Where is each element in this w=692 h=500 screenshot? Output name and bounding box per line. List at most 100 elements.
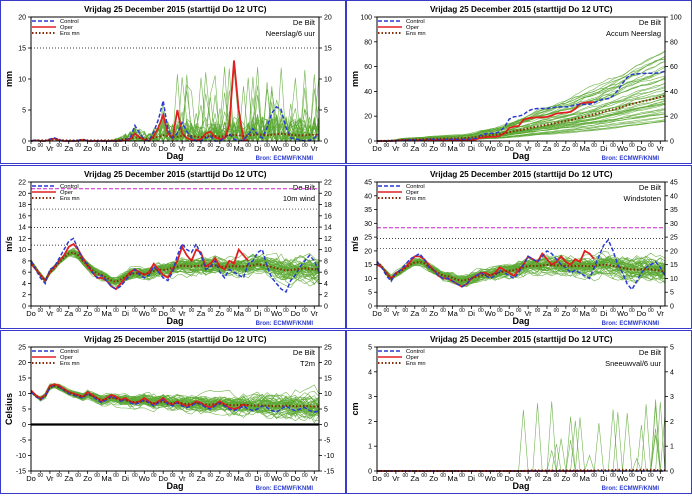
variable-label: Accum Neerslag — [606, 29, 661, 38]
x-day-label: Vr — [392, 309, 400, 318]
y-tick-label: 18 — [324, 202, 332, 209]
legend-label-oper: Oper — [60, 355, 73, 361]
y-tick-label: 40 — [670, 193, 678, 200]
x-axis-label: Dag — [512, 151, 529, 161]
x-hour-label: 00 — [208, 308, 214, 314]
y-tick-label: 5 — [670, 290, 674, 297]
x-hour-label: 00 — [421, 308, 427, 314]
y-tick-label: 0 — [324, 304, 328, 311]
y-axis-label: Celsius — [4, 393, 14, 425]
y-tick-label: 6 — [324, 270, 328, 277]
x-day-label: Do — [637, 474, 647, 483]
y-tick-label: 2 — [22, 292, 26, 299]
x-day-label: Za — [197, 309, 207, 318]
x-day-label: Vr — [311, 144, 319, 153]
x-day-label: Di — [600, 309, 607, 318]
chart-svg: Vrijdag 25 December 2015 (starttijd Do 1… — [350, 335, 674, 492]
y-tick-label: 5 — [324, 407, 328, 414]
y-tick-label: 20 — [324, 360, 332, 367]
x-hour-label: 00 — [283, 473, 289, 479]
x-day-label: Za — [543, 309, 553, 318]
x-day-label: Di — [600, 474, 607, 483]
y-tick-label: 3 — [670, 394, 674, 401]
y-tick-label: 0 — [22, 422, 26, 429]
y-axis-label: mm — [350, 71, 360, 87]
x-day-label: Di — [122, 309, 129, 318]
x-day-label: Ma — [234, 474, 245, 483]
x-day-label: Do — [26, 144, 36, 153]
ensemble-member-line — [376, 50, 666, 142]
y-tick-label: 0 — [368, 304, 372, 311]
y-tick-label: 8 — [324, 258, 328, 265]
x-hour-label: 00 — [535, 143, 541, 149]
x-hour-label: 00 — [610, 143, 616, 149]
y-tick-label: 45 — [364, 180, 372, 187]
x-day-label: Za — [197, 144, 207, 153]
x-day-label: Di — [122, 144, 129, 153]
x-day-label: Zo — [561, 144, 570, 153]
y-tick-label: 8 — [22, 258, 26, 265]
control-line — [30, 385, 320, 413]
y-tick-label: 1 — [368, 444, 372, 451]
x-axis-label: Dag — [512, 316, 529, 326]
y-tick-label: -10 — [16, 453, 26, 460]
ensemble-member-line — [376, 50, 666, 142]
x-hour-label: 00 — [591, 308, 597, 314]
x-hour-label: 00 — [610, 473, 616, 479]
station-label: De Bilt — [293, 183, 316, 192]
x-hour-label: 00 — [132, 143, 138, 149]
x-hour-label: 00 — [57, 308, 63, 314]
x-hour-label: 00 — [554, 143, 560, 149]
x-day-label: Vr — [46, 309, 54, 318]
x-day-label: Di — [468, 144, 475, 153]
oper-line — [376, 249, 595, 288]
y-tick-label: 4 — [324, 281, 328, 288]
x-day-label: Vr — [524, 309, 532, 318]
x-hour-label: 00 — [264, 473, 270, 479]
x-hour-label: 00 — [648, 143, 654, 149]
legend-label-control: Control — [60, 349, 79, 355]
x-day-label: Wo — [139, 474, 150, 483]
y-tick-label: 2 — [670, 419, 674, 426]
x-day-label: Vr — [46, 144, 54, 153]
x-day-label: Vr — [657, 144, 665, 153]
x-hour-label: 00 — [554, 473, 560, 479]
x-day-label: Vr — [392, 474, 400, 483]
y-tick-label: 20 — [364, 114, 372, 121]
y-tick-label: 10 — [18, 391, 26, 398]
x-day-label: Za — [197, 474, 207, 483]
x-hour-label: 00 — [591, 143, 597, 149]
legend-label-control: Control — [406, 349, 425, 355]
x-hour-label: 00 — [478, 308, 484, 314]
x-hour-label: 00 — [132, 308, 138, 314]
ensemble-member-line — [30, 383, 320, 419]
x-axis-label: Dag — [166, 481, 183, 491]
station-label: De Bilt — [639, 348, 662, 357]
x-day-label: Wo — [485, 144, 496, 153]
y-tick-label: 5 — [324, 108, 328, 115]
x-day-label: Do — [158, 144, 168, 153]
y-tick-label: 20 — [670, 248, 678, 255]
x-hour-label: 00 — [497, 473, 503, 479]
x-hour-label: 00 — [629, 143, 635, 149]
x-hour-label: 00 — [132, 473, 138, 479]
x-hour-label: 00 — [113, 308, 119, 314]
x-day-label: Za — [410, 144, 420, 153]
x-hour-label: 00 — [516, 473, 522, 479]
x-day-label: Ma — [580, 144, 591, 153]
x-hour-label: 00 — [497, 308, 503, 314]
x-day-label: Do — [291, 144, 301, 153]
y-tick-label: 5 — [22, 108, 26, 115]
y-tick-label: 12 — [324, 236, 332, 243]
source-label: Bron: ECMWF/KNMI — [256, 486, 314, 492]
y-tick-label: 5 — [670, 345, 674, 352]
y-tick-label: 0 — [324, 139, 328, 146]
legend-label-control: Control — [60, 19, 79, 25]
control-line — [30, 237, 320, 293]
legend-label-ens-mn: Ens mn — [60, 31, 80, 37]
x-day-label: Vr — [311, 309, 319, 318]
y-tick-label: 15 — [324, 46, 332, 53]
y-tick-label: 10 — [324, 391, 332, 398]
x-hour-label: 00 — [403, 473, 409, 479]
